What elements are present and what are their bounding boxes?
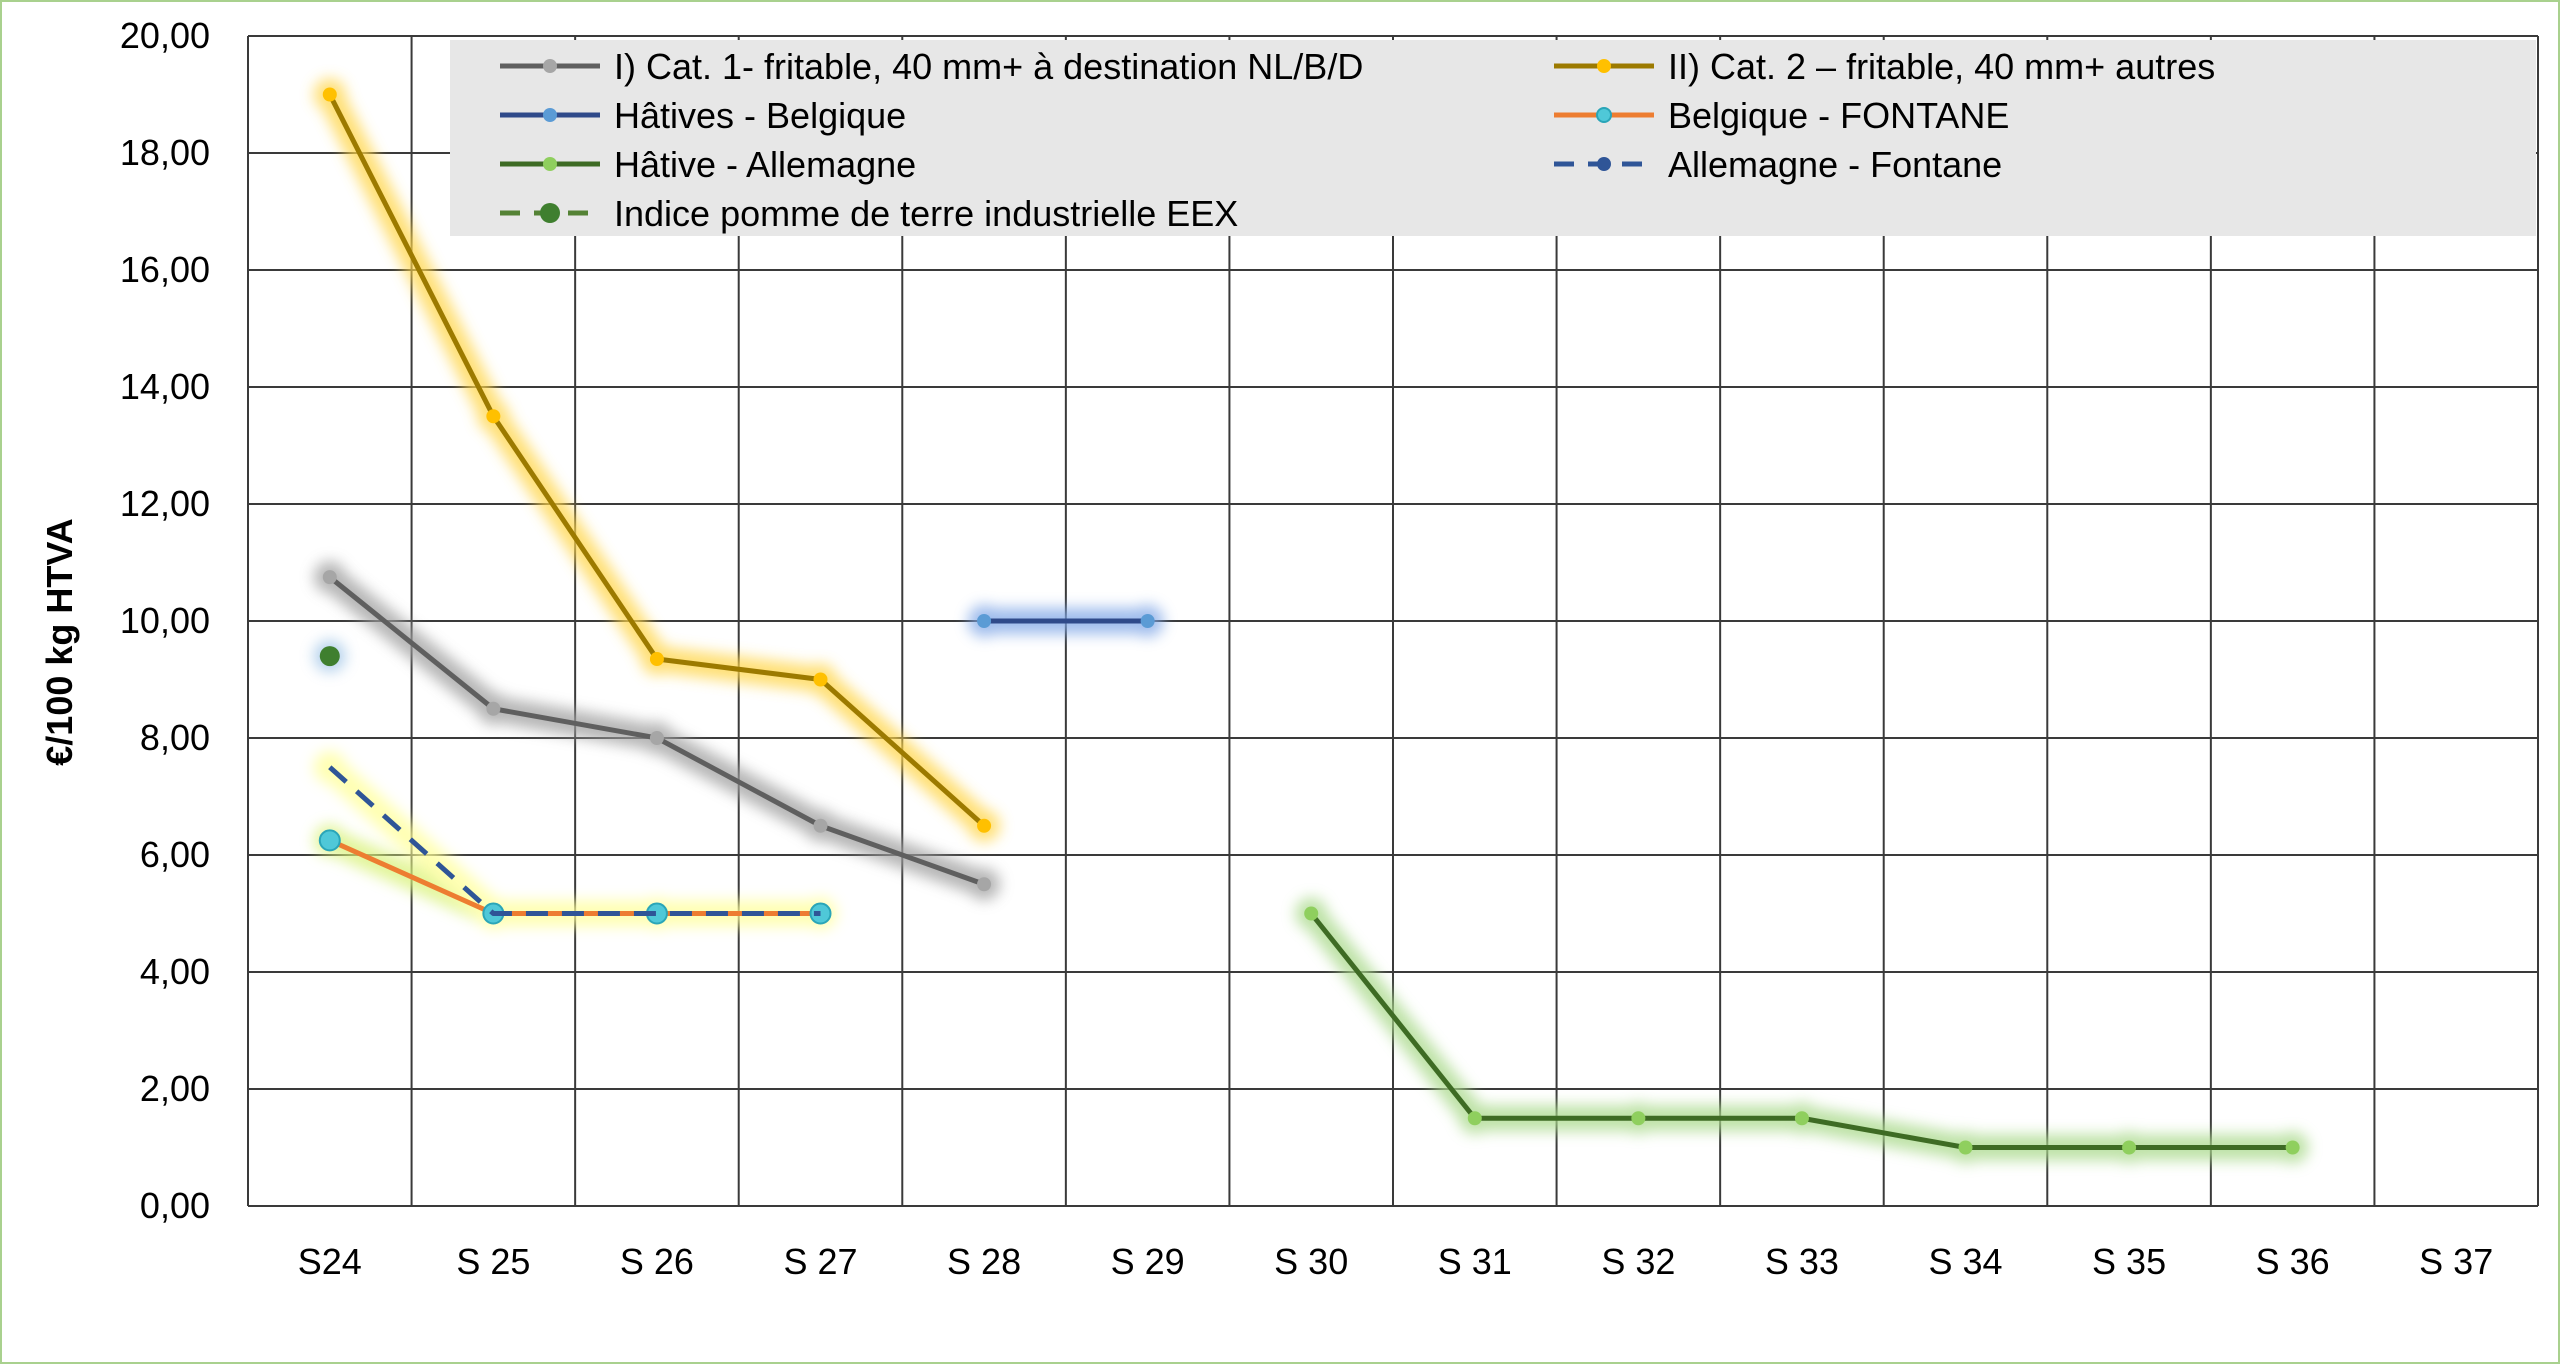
x-tick-label: S 36 <box>2256 1241 2330 1282</box>
x-tick-label: S 37 <box>2419 1241 2493 1282</box>
legend-marker <box>1597 59 1611 73</box>
series-2-point <box>977 818 992 833</box>
y-tick-label: 2,00 <box>140 1068 210 1109</box>
legend-label: Hâtives - Belgique <box>614 95 906 136</box>
legend-marker <box>543 157 557 171</box>
series-5-point <box>1467 1111 1482 1126</box>
y-tick-label: 0,00 <box>140 1185 210 1226</box>
x-axis-ticks: S24 S 25 S 26 S 27 S 28 S 29 S 30 S 31 S 32 S 33 S… <box>298 1241 2493 1282</box>
series-2-point <box>813 672 828 687</box>
y-tick-label: 12,00 <box>120 483 210 524</box>
series-6-line <box>328 765 821 916</box>
x-tick-label: S 33 <box>1765 1241 1839 1282</box>
series-5-point <box>1794 1111 1809 1126</box>
series-1-point <box>649 731 664 745</box>
y-tick-label: 16,00 <box>120 249 210 290</box>
series-5-point <box>2122 1140 2137 1155</box>
series-2-point <box>322 87 337 102</box>
legend-marker <box>543 59 557 73</box>
series-5-point <box>1304 906 1319 921</box>
y-axis-ticks: 0,00 2,00 4,00 6,00 8,00 10,00 12,00 14,00 16,00… <box>120 15 210 1226</box>
x-tick-label: S 34 <box>1928 1241 2002 1282</box>
series-1-point <box>322 570 337 585</box>
series-7-point <box>319 646 340 667</box>
series-1-point <box>977 877 992 892</box>
series-1-point <box>813 818 828 833</box>
x-tick-label: S 27 <box>783 1241 857 1282</box>
legend-marker <box>540 203 560 223</box>
legend-label: Belgique - FONTANE <box>1668 95 2009 136</box>
legend-label: Indice pomme de terre industrielle EEX <box>614 193 1238 234</box>
y-tick-label: 18,00 <box>120 132 210 173</box>
legend-marker <box>1597 157 1611 171</box>
legend: I) Cat. 1- fritable, 40 mm+ à destinatio… <box>450 40 2536 236</box>
series-3-point <box>1140 614 1155 628</box>
series-1-point <box>486 701 501 716</box>
y-tick-label: 14,00 <box>120 366 210 407</box>
series-2-point <box>649 652 664 667</box>
legend-label: Allemagne - Fontane <box>1668 144 2002 185</box>
y-axis-label: €/100 kg HTVA <box>39 518 80 765</box>
series-5-point <box>2285 1140 2300 1155</box>
x-tick-label: S 29 <box>1111 1241 1185 1282</box>
x-tick-label: S 28 <box>947 1241 1021 1282</box>
legend-label: I) Cat. 1- fritable, 40 mm+ à destinatio… <box>614 46 1363 87</box>
legend-box <box>450 40 2536 236</box>
series-5-point <box>1631 1111 1646 1126</box>
legend-marker <box>1596 107 1612 123</box>
y-tick-label: 4,00 <box>140 951 210 992</box>
y-tick-label: 8,00 <box>140 717 210 758</box>
x-tick-label: S 30 <box>1274 1241 1348 1282</box>
series-2-point <box>486 409 501 424</box>
y-tick-label: 20,00 <box>120 15 210 56</box>
y-tick-label: 6,00 <box>140 834 210 875</box>
legend-label: Hâtive - Allemagne <box>614 144 916 185</box>
x-tick-label: S 25 <box>456 1241 530 1282</box>
x-tick-label: S 35 <box>2092 1241 2166 1282</box>
series-5-point <box>1958 1140 1973 1155</box>
series <box>318 87 2300 1155</box>
y-tick-label: 10,00 <box>120 600 210 641</box>
x-tick-label: S 31 <box>1438 1241 1512 1282</box>
legend-label: II) Cat. 2 – fritable, 40 mm+ autres <box>1668 46 2215 87</box>
x-tick-label: S 26 <box>620 1241 694 1282</box>
x-tick-label: S 32 <box>1601 1241 1675 1282</box>
series-3-point <box>977 614 992 628</box>
x-tick-label: S24 <box>298 1241 362 1282</box>
legend-marker <box>543 108 557 122</box>
series-4-point <box>318 829 341 852</box>
